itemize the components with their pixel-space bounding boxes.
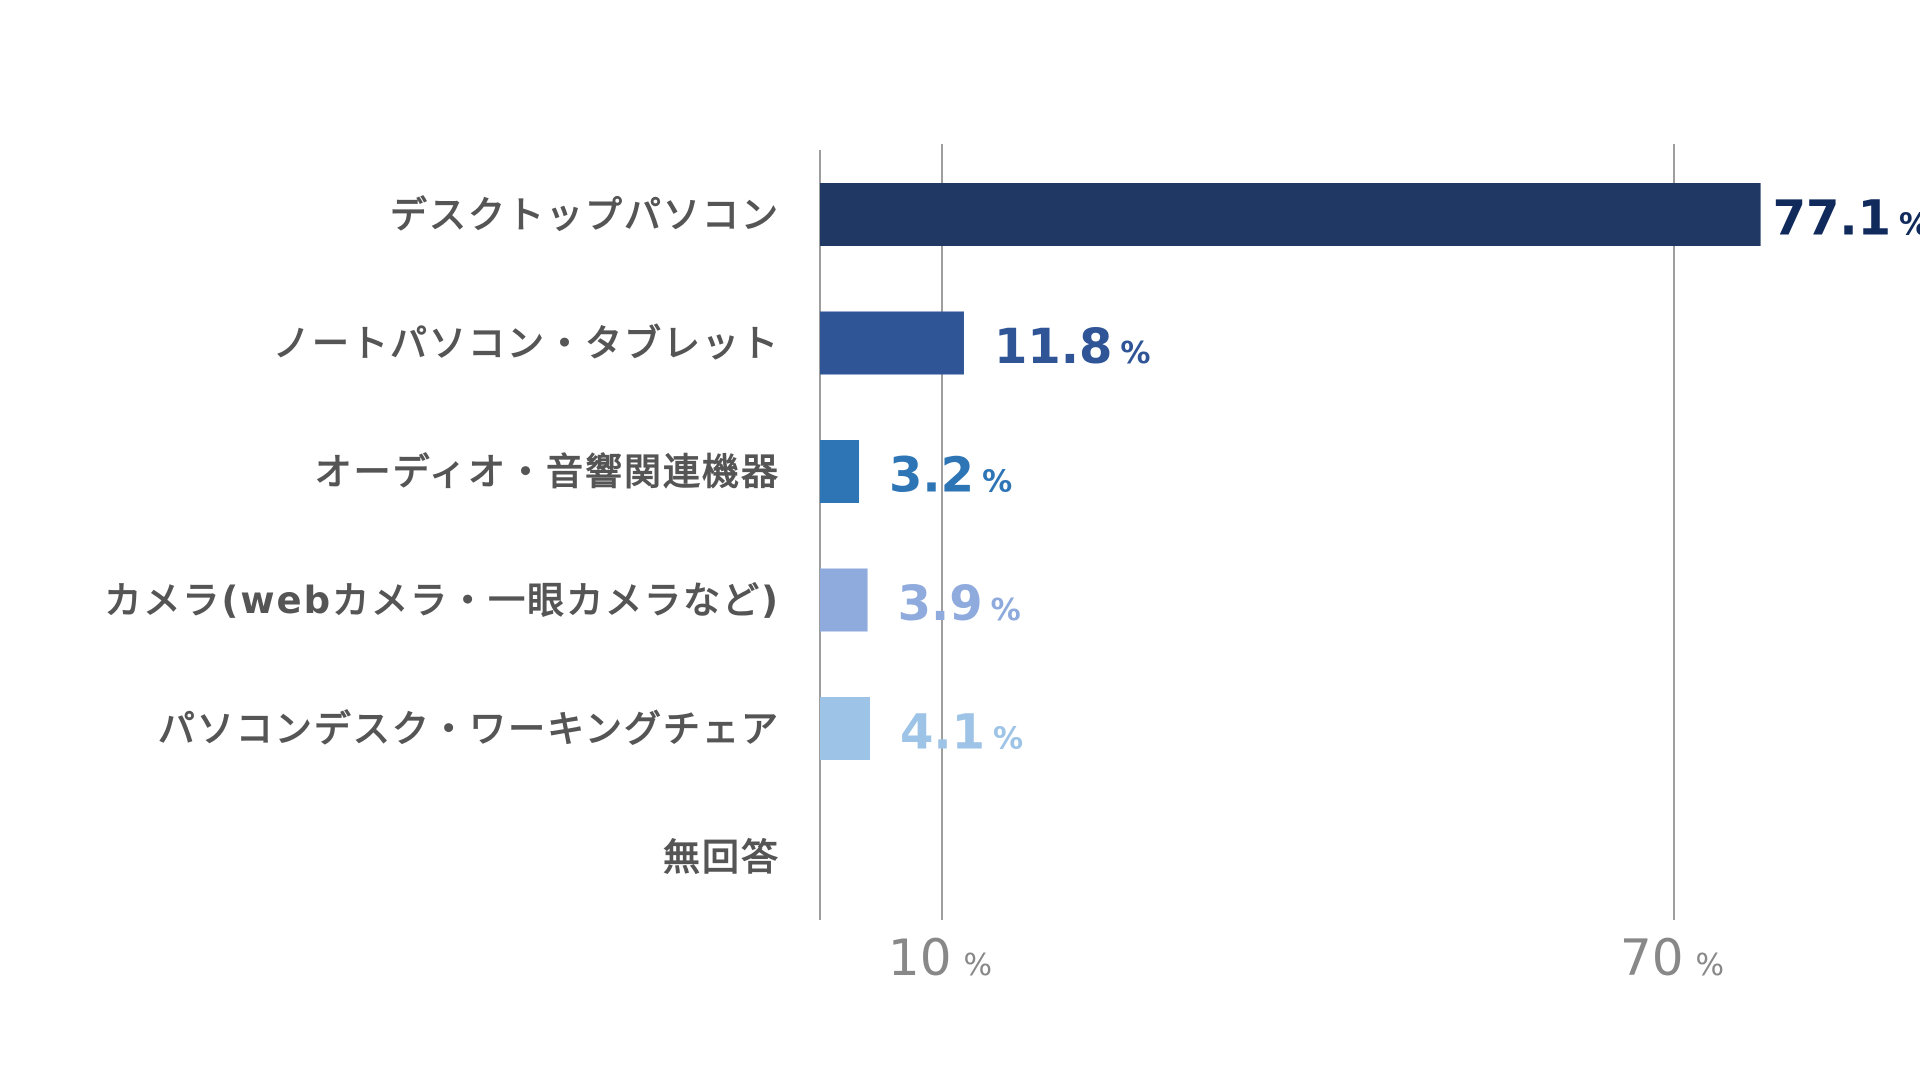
value-unit: %	[993, 722, 1023, 757]
x-tick-label: 70%	[1620, 929, 1724, 987]
tick-number: 10	[888, 929, 952, 987]
bars	[820, 183, 1761, 760]
category-label: オーディオ・音響関連機器	[315, 451, 780, 494]
value-unit: %	[1120, 336, 1150, 371]
category-label: ノートパソコン・タブレット	[273, 322, 780, 365]
tick-number: 70	[1620, 929, 1684, 987]
bar	[820, 183, 1761, 246]
bar	[820, 440, 860, 503]
value-unit: %	[982, 465, 1012, 500]
value-number: 4.1	[900, 705, 985, 761]
value-number: 77.1	[1773, 191, 1891, 247]
value-label: 4.1%	[900, 705, 1023, 761]
value-labels: 77.1%11.8%3.2%3.9%4.1%	[889, 191, 1920, 761]
value-label: 3.2%	[889, 448, 1012, 504]
category-label: パソコンデスク・ワーキングチェア	[158, 708, 780, 751]
category-labels: デスクトップパソコンノートパソコン・タブレットオーディオ・音響関連機器カメラ(w…	[104, 194, 780, 880]
tick-unit: %	[1696, 948, 1725, 983]
tick-unit: %	[964, 948, 993, 983]
value-number: 11.8	[994, 319, 1112, 375]
category-label: カメラ(webカメラ・一眼カメラなど)	[104, 579, 780, 622]
gridlines	[941, 144, 1675, 920]
bar	[820, 697, 871, 760]
x-tick-labels: 10% 70%	[888, 929, 1724, 987]
value-number: 3.9	[898, 576, 983, 632]
category-label: 無回答	[663, 836, 780, 879]
value-label: 11.8%	[994, 319, 1150, 375]
value-unit: %	[1899, 208, 1920, 243]
x-tick-label: 10%	[888, 929, 992, 987]
value-label: 77.1%	[1773, 191, 1920, 247]
value-unit: %	[991, 593, 1021, 628]
category-label: デスクトップパソコン	[390, 194, 780, 237]
value-label: 3.9%	[898, 576, 1021, 632]
value-number: 3.2	[889, 448, 974, 504]
bar	[820, 311, 964, 375]
bar	[820, 568, 868, 632]
